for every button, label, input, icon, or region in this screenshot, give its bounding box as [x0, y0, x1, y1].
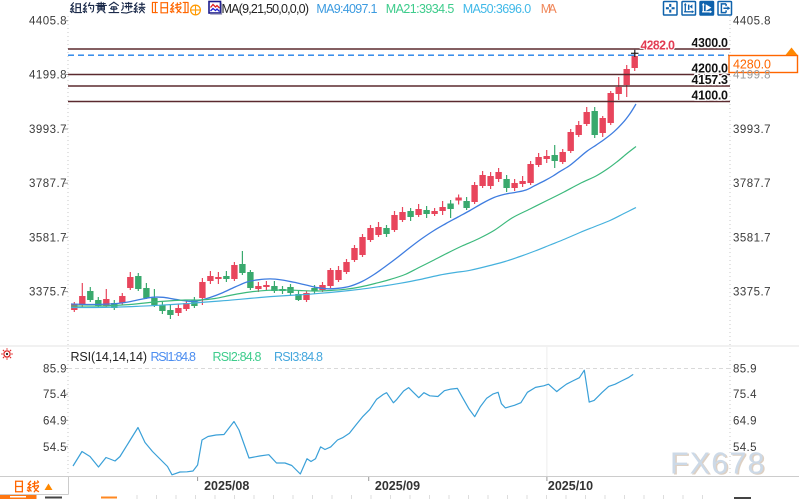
svg-text:2025/08: 2025/08: [204, 479, 249, 493]
svg-text:RSI3:84.8: RSI3:84.8: [274, 350, 323, 364]
svg-text:54.5: 54.5: [733, 442, 757, 454]
svg-text:3581.7: 3581.7: [733, 232, 771, 244]
svg-text:4405.8: 4405.8: [29, 16, 67, 28]
svg-text:54.5: 54.5: [43, 442, 67, 454]
svg-text:RSI2:84.8: RSI2:84.8: [213, 350, 262, 364]
svg-text:4280.0: 4280.0: [733, 58, 771, 72]
svg-text:75.4: 75.4: [733, 389, 757, 401]
svg-text:MA: MA: [541, 2, 558, 16]
svg-text:4405.8: 4405.8: [733, 16, 771, 28]
svg-text:MA21:3934.5: MA21:3934.5: [386, 2, 455, 16]
svg-text:3993.7: 3993.7: [733, 124, 771, 136]
svg-text:64.9: 64.9: [43, 415, 67, 427]
svg-text:3375.7: 3375.7: [29, 287, 67, 299]
svg-text:3787.7: 3787.7: [29, 178, 67, 190]
svg-text:4300.0: 4300.0: [692, 36, 729, 50]
svg-text:RSI(14,14,14): RSI(14,14,14): [71, 350, 148, 364]
svg-text:FX678: FX678: [670, 447, 766, 481]
svg-text:4199.8: 4199.8: [733, 70, 771, 82]
svg-text:4282.0: 4282.0: [641, 39, 676, 53]
svg-text:4157.3: 4157.3: [692, 73, 729, 87]
svg-text:FX678: FX678: [672, 448, 768, 482]
svg-text:4100.0: 4100.0: [692, 89, 729, 103]
svg-text:3375.7: 3375.7: [733, 287, 771, 299]
svg-text:MA(9,21,50,0,0,0): MA(9,21,50,0,0,0): [222, 2, 310, 16]
svg-text:85.9: 85.9: [733, 364, 757, 376]
svg-text:2025/09: 2025/09: [375, 479, 420, 493]
svg-text:4200.0: 4200.0: [692, 62, 729, 76]
svg-text:MA50:3696.0: MA50:3696.0: [463, 2, 532, 16]
svg-text:MA9:4097.1: MA9:4097.1: [316, 2, 377, 16]
svg-text:2025/10: 2025/10: [548, 479, 593, 493]
svg-text:3993.7: 3993.7: [29, 124, 67, 136]
svg-text:RSI1:84.8: RSI1:84.8: [151, 350, 197, 364]
svg-text:4199.8: 4199.8: [29, 70, 67, 82]
svg-text:3787.7: 3787.7: [733, 178, 771, 190]
svg-text:85.9: 85.9: [43, 364, 67, 376]
svg-text:64.9: 64.9: [733, 415, 757, 427]
svg-text:3581.7: 3581.7: [29, 232, 67, 244]
svg-text:75.4: 75.4: [43, 389, 67, 401]
